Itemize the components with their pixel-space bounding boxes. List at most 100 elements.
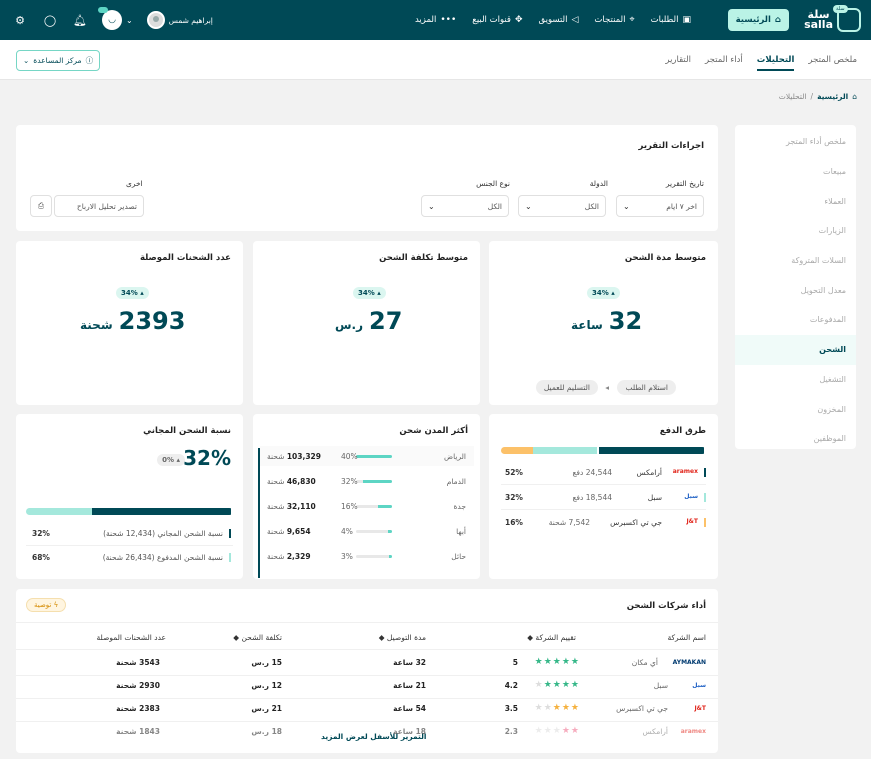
nav-orders[interactable]: ▣ الطلبات xyxy=(651,15,691,25)
star-icon: ★ xyxy=(570,680,580,690)
table-row[interactable]: aramex أرامكس ★★★★★ 2.3 18 ساعة 18 ر.س 1843 شح… xyxy=(16,726,718,742)
carrier-count: 18,544 دفع xyxy=(572,493,612,502)
carrier-name: سبل xyxy=(647,493,662,502)
free-title: نسبة الشحن المجاني xyxy=(143,426,231,436)
tab-analytics[interactable]: التحليلات xyxy=(756,55,795,71)
channels-icon: ✥ xyxy=(515,15,523,25)
city-name: جدة xyxy=(453,502,466,511)
user-menu[interactable]: إبراهيم شمس xyxy=(146,11,213,29)
sidebar-item-payments[interactable]: المدفوعات xyxy=(809,315,846,325)
star-icon: ★ xyxy=(543,680,553,690)
free-value: 32% xyxy=(183,446,231,470)
nav-products[interactable]: ⌖ المنتجات xyxy=(594,15,634,25)
nav-more[interactable]: ••• المزيد xyxy=(415,15,456,25)
tab-reports[interactable]: التقارير xyxy=(665,55,691,65)
col-duration[interactable]: مدة التوصيل ◆ xyxy=(379,633,426,642)
rating-stars: ★★★★★ xyxy=(535,680,580,690)
recommendation-tag[interactable]: ϟ توصية xyxy=(26,598,67,612)
sidebar-item-employees[interactable]: الموظفين xyxy=(813,434,846,444)
city-pct: 40% xyxy=(341,452,358,461)
bell-icon[interactable]: 🔔︎ xyxy=(73,13,87,27)
table-row[interactable]: AYMAKAN أي مكان ★★★★★ 5 32 ساعة 15 ر.س 3543 شح… xyxy=(16,657,718,673)
breadcrumb-home[interactable]: الرئيسية xyxy=(817,92,849,101)
table-row[interactable]: سبل سبل ★★★★★ 4.2 21 ساعة 12 ر.س 2930 شحنة xyxy=(16,680,718,696)
country-select[interactable]: الكل ⌄ xyxy=(518,195,606,217)
date-value: اخر ٧ ايام xyxy=(666,201,697,211)
header-divider xyxy=(16,622,718,623)
kpi-title: عدد الشحنات الموصلة xyxy=(139,253,231,263)
city-unit: شحنة xyxy=(267,477,285,486)
city-bar xyxy=(356,530,392,533)
store-switcher[interactable]: ⌄ ◡ xyxy=(98,7,133,30)
help-center-button[interactable]: ⓘ مركز المساعدة ⌄ xyxy=(16,50,101,71)
nav-channels[interactable]: ✥ قنوات البيع xyxy=(472,15,522,25)
star-icon: ★ xyxy=(552,726,562,736)
free-segment xyxy=(91,508,231,515)
breadcrumb-current: التحليلات xyxy=(778,92,807,101)
kpi-number: 32 xyxy=(608,307,643,335)
star-icon: ★ xyxy=(534,726,544,736)
city-number: 103,329 xyxy=(286,452,321,461)
city-pct: 16% xyxy=(341,502,358,511)
duration-value: 32 ساعة xyxy=(393,658,426,667)
date-select[interactable]: اخر ٧ ايام ⌄ xyxy=(616,195,704,217)
legend-marker xyxy=(229,553,231,562)
kpi-title: متوسط مدة الشحن xyxy=(624,253,706,263)
nav-label: المزيد xyxy=(414,15,437,25)
salla-logo[interactable]: سلة سلة salla xyxy=(804,0,861,40)
sidebar-item-sales[interactable]: مبيعات xyxy=(823,167,846,177)
city-value: 32,110 شحنة xyxy=(267,502,316,511)
city-value: 2,329 شحنة xyxy=(267,552,311,561)
count-value: 1843 شحنة xyxy=(116,727,160,736)
table-row[interactable]: J&T جي تي اكسبرس ★★★★★ 3.5 54 ساعة 21 ر.س 2383… xyxy=(16,703,718,719)
col-cost[interactable]: تكلفة الشحن ◆ xyxy=(233,633,282,642)
analytics-tabs: ملخص المتجر التحليلات أداء المتجر التقار… xyxy=(665,40,857,80)
gear-icon[interactable]: ⚙ xyxy=(15,13,25,27)
top-bar: سلة سلة salla ⌂ الرئيسية ▣ الطلبات ⌖ المنتج… xyxy=(0,0,871,40)
sidebar-item-visits[interactable]: الزيارات xyxy=(818,226,846,236)
chat-icon[interactable]: ◯ xyxy=(43,13,57,27)
sidebar-item-customers[interactable]: العملاء xyxy=(824,196,846,206)
sidebar-item-store-summary[interactable]: ملخص أداء المتجر xyxy=(785,137,846,147)
carrier-count: 24,544 دفع xyxy=(572,468,612,477)
sidebar-item-inventory[interactable]: المخزون xyxy=(817,404,846,414)
chevron-down-icon: ⌄ xyxy=(23,56,30,65)
home-button[interactable]: ⌂ الرئيسية xyxy=(727,9,789,31)
scroll-hint: التمرير للأسفل لعرض المزيد xyxy=(321,732,427,741)
free-row-pct: 68% xyxy=(32,553,50,562)
rating-stars: ★★★★★ xyxy=(535,657,580,667)
sidebar-item-abandoned-carts[interactable]: السلات المتروكة xyxy=(791,256,846,266)
rating-value: 2.3 xyxy=(504,727,518,736)
carrier-logo: AYMAKAN xyxy=(672,659,706,666)
pct-value: 34% xyxy=(121,289,138,297)
star-icon: ★ xyxy=(570,726,580,736)
sort-icon: ◆ xyxy=(378,633,385,642)
pct-badge: ▴ 34% xyxy=(116,287,149,299)
row-divider xyxy=(501,509,706,510)
city-name: الرياض xyxy=(444,452,466,461)
city-bar xyxy=(356,455,392,458)
payment-methods-card: طرق الدفع aramex أرامكس 24,544 دفع 52% سبل سب… xyxy=(489,414,718,579)
free-segment xyxy=(26,508,92,515)
home-label: الرئيسية xyxy=(735,15,771,25)
row-divider xyxy=(16,721,718,722)
tab-store-performance[interactable]: أداء المتجر xyxy=(704,55,743,65)
gender-select[interactable]: الكل ⌄ xyxy=(421,195,509,217)
star-icon: ★ xyxy=(570,703,580,713)
star-icon: ★ xyxy=(561,703,571,713)
analytics-sidebar: ملخص أداء المتجر مبيعات العملاء الزيارات… xyxy=(735,125,856,449)
pill-order-received[interactable]: استلام الطلب xyxy=(617,380,676,395)
col-rating[interactable]: تقييم الشركة ◆ xyxy=(527,633,576,642)
nav-marketing[interactable]: ◁ التسويق xyxy=(539,15,579,25)
export-field[interactable]: تصدير تحليل الارباح xyxy=(54,195,144,217)
free-share-bar xyxy=(26,508,233,515)
city-number: 2,329 xyxy=(286,552,311,561)
pill-delivered[interactable]: التسليم للعميل xyxy=(535,380,598,395)
kpi-title: متوسط تكلفة الشحن xyxy=(379,253,468,263)
report-actions-card: اجراءات التقرير تاريخ التقرير اخر ٧ ايام… xyxy=(16,125,718,231)
print-button[interactable]: ⎙ xyxy=(30,195,52,217)
sidebar-item-operations[interactable]: التشغيل xyxy=(819,374,846,384)
sidebar-item-conversion[interactable]: معدل التحويل xyxy=(800,285,846,295)
tab-store-summary[interactable]: ملخص المتجر xyxy=(808,55,857,65)
sidebar-item-shipping[interactable]: الشحن xyxy=(735,334,856,365)
